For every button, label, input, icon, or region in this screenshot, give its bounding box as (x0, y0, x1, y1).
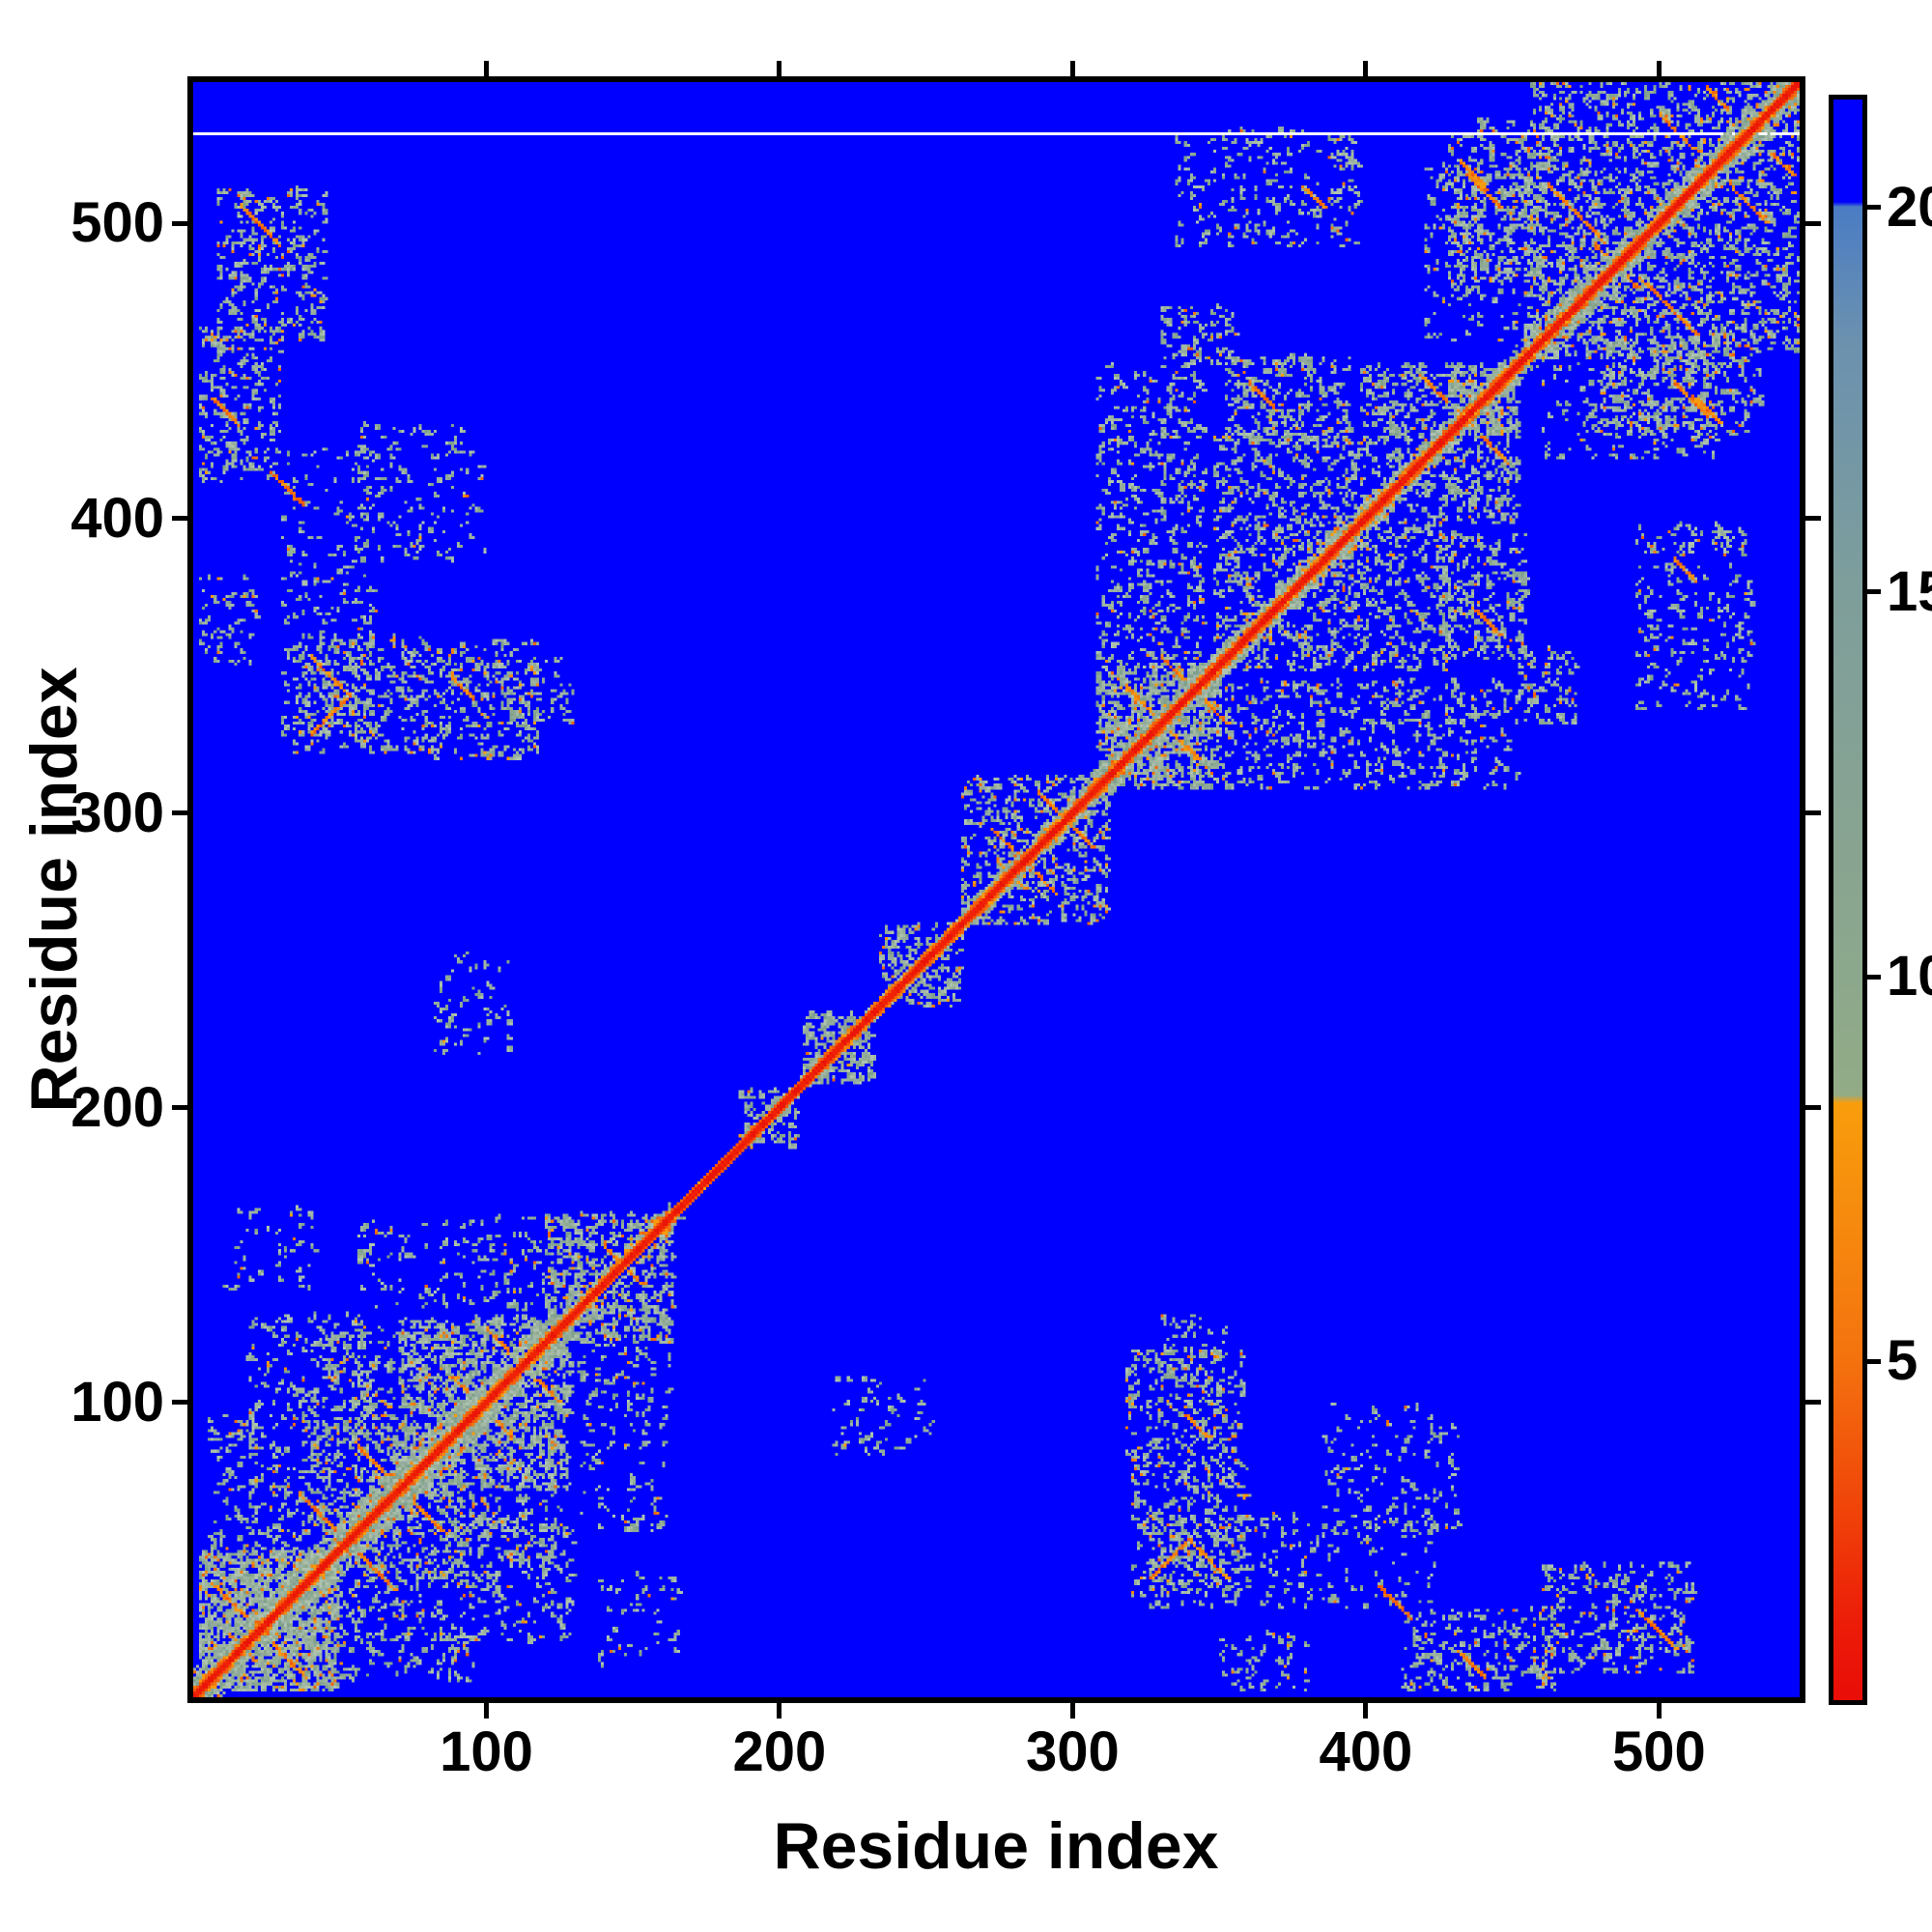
colorbar-tick (1867, 1358, 1881, 1364)
colorbar-tick (1867, 205, 1881, 211)
x-axis-tick (777, 1703, 782, 1719)
x-axis-tick-label: 200 (732, 1720, 827, 1783)
distance-map-heatmap-canvas (193, 82, 1800, 1697)
colorbar-tick (1867, 974, 1881, 980)
x-axis-tick (1363, 1703, 1369, 1719)
colorbar-tick (1867, 589, 1881, 595)
y-axis-tick-label: 400 (71, 486, 164, 550)
y-axis-tick (172, 810, 187, 816)
y-axis-title: Residue index (17, 667, 91, 1113)
x-axis-tick (1656, 1703, 1662, 1719)
y-axis-tick (172, 1400, 187, 1406)
x-axis-tick-label: 400 (1319, 1720, 1413, 1783)
x-axis-top-tick (1363, 61, 1369, 76)
y-axis-tick-label: 300 (71, 781, 164, 844)
y-axis-right-tick (1805, 1105, 1821, 1111)
x-axis-top-tick (1656, 61, 1662, 76)
x-axis-tick-label: 300 (1026, 1720, 1120, 1783)
colorbar-tick-label: 20 (1887, 175, 1932, 239)
y-axis-tick-label: 100 (71, 1370, 164, 1434)
colorbar (1829, 95, 1867, 1705)
x-axis-tick (483, 1703, 489, 1719)
y-axis-right-tick (1805, 810, 1821, 816)
colorbar-tick-label: 10 (1887, 945, 1932, 1009)
x-axis-tick-label: 500 (1611, 1720, 1706, 1783)
y-axis-tick (172, 1105, 187, 1111)
y-axis-right-tick (1805, 516, 1821, 522)
x-axis-top-tick (1069, 61, 1075, 76)
plot-area (187, 76, 1805, 1703)
x-axis-title: Residue index (773, 1809, 1219, 1883)
y-axis-tick-label: 200 (71, 1075, 164, 1139)
x-axis-tick-label: 100 (440, 1720, 533, 1783)
x-axis-top-tick (483, 61, 489, 76)
colorbar-tick-label: 5 (1887, 1329, 1918, 1393)
x-axis-top-tick (777, 61, 782, 76)
y-axis-tick-label: 500 (71, 191, 164, 255)
y-axis-right-tick (1805, 220, 1821, 226)
colorbar-tick-label: 15 (1887, 559, 1932, 623)
x-axis-tick (1069, 1703, 1075, 1719)
y-axis-right-tick (1805, 1400, 1821, 1406)
y-axis-tick (172, 220, 187, 226)
y-axis-tick (172, 516, 187, 522)
